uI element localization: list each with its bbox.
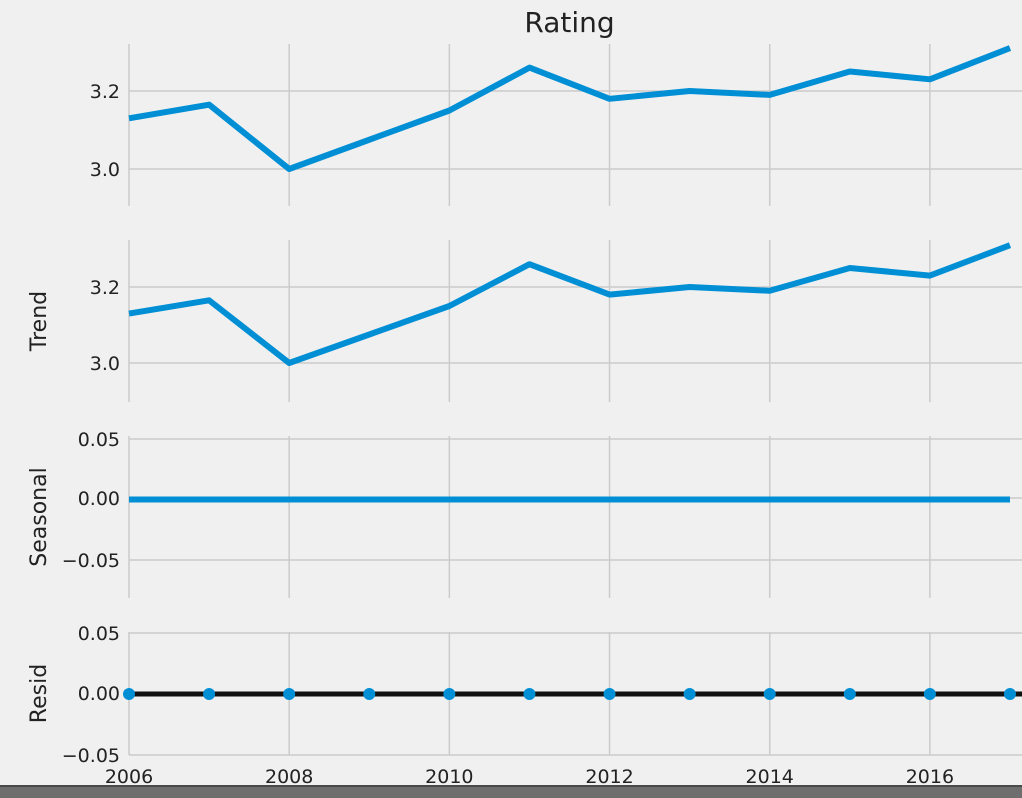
y-tick-label: 0.00 <box>78 488 120 510</box>
series-line <box>128 45 1012 172</box>
resid-point <box>683 688 696 700</box>
y-tick-label: 0.00 <box>78 683 120 705</box>
x-tick-label: 2016 <box>906 766 954 785</box>
bottom-scrollbar[interactable] <box>0 785 1022 798</box>
y-tick-label: 3.2 <box>90 81 120 103</box>
resid-point <box>763 688 776 700</box>
y-tick-label: 3.2 <box>90 277 120 299</box>
chart-title: Rating <box>524 6 614 39</box>
x-tick-label: 2012 <box>585 766 633 785</box>
series-line <box>128 242 1012 366</box>
y-tick-label: 0.05 <box>78 429 120 451</box>
y-axis-label: Trend <box>27 291 52 352</box>
y-axis-label: Resid <box>27 664 52 723</box>
x-tick-label: 2008 <box>265 766 313 785</box>
resid-point <box>363 688 376 700</box>
y-tick-label: 0.05 <box>78 623 120 645</box>
resid-point <box>283 688 296 700</box>
x-tick-label: 2006 <box>105 766 153 785</box>
resid-point <box>203 688 216 700</box>
resid-point <box>523 688 536 700</box>
resid-point <box>1004 688 1016 700</box>
x-tick-label: 2014 <box>746 766 794 785</box>
resid-point <box>843 688 856 700</box>
y-tick-label: −0.05 <box>62 550 120 572</box>
resid-point <box>123 688 135 700</box>
resid-point <box>443 688 456 700</box>
y-tick-label: −0.05 <box>62 745 120 767</box>
y-axis-label: Seasonal <box>27 467 52 566</box>
y-tick-label: 3.0 <box>90 353 120 375</box>
x-tick-label: 2010 <box>425 766 473 785</box>
resid-point <box>603 688 616 700</box>
y-tick-label: 3.0 <box>90 159 120 181</box>
resid-point <box>923 688 936 700</box>
